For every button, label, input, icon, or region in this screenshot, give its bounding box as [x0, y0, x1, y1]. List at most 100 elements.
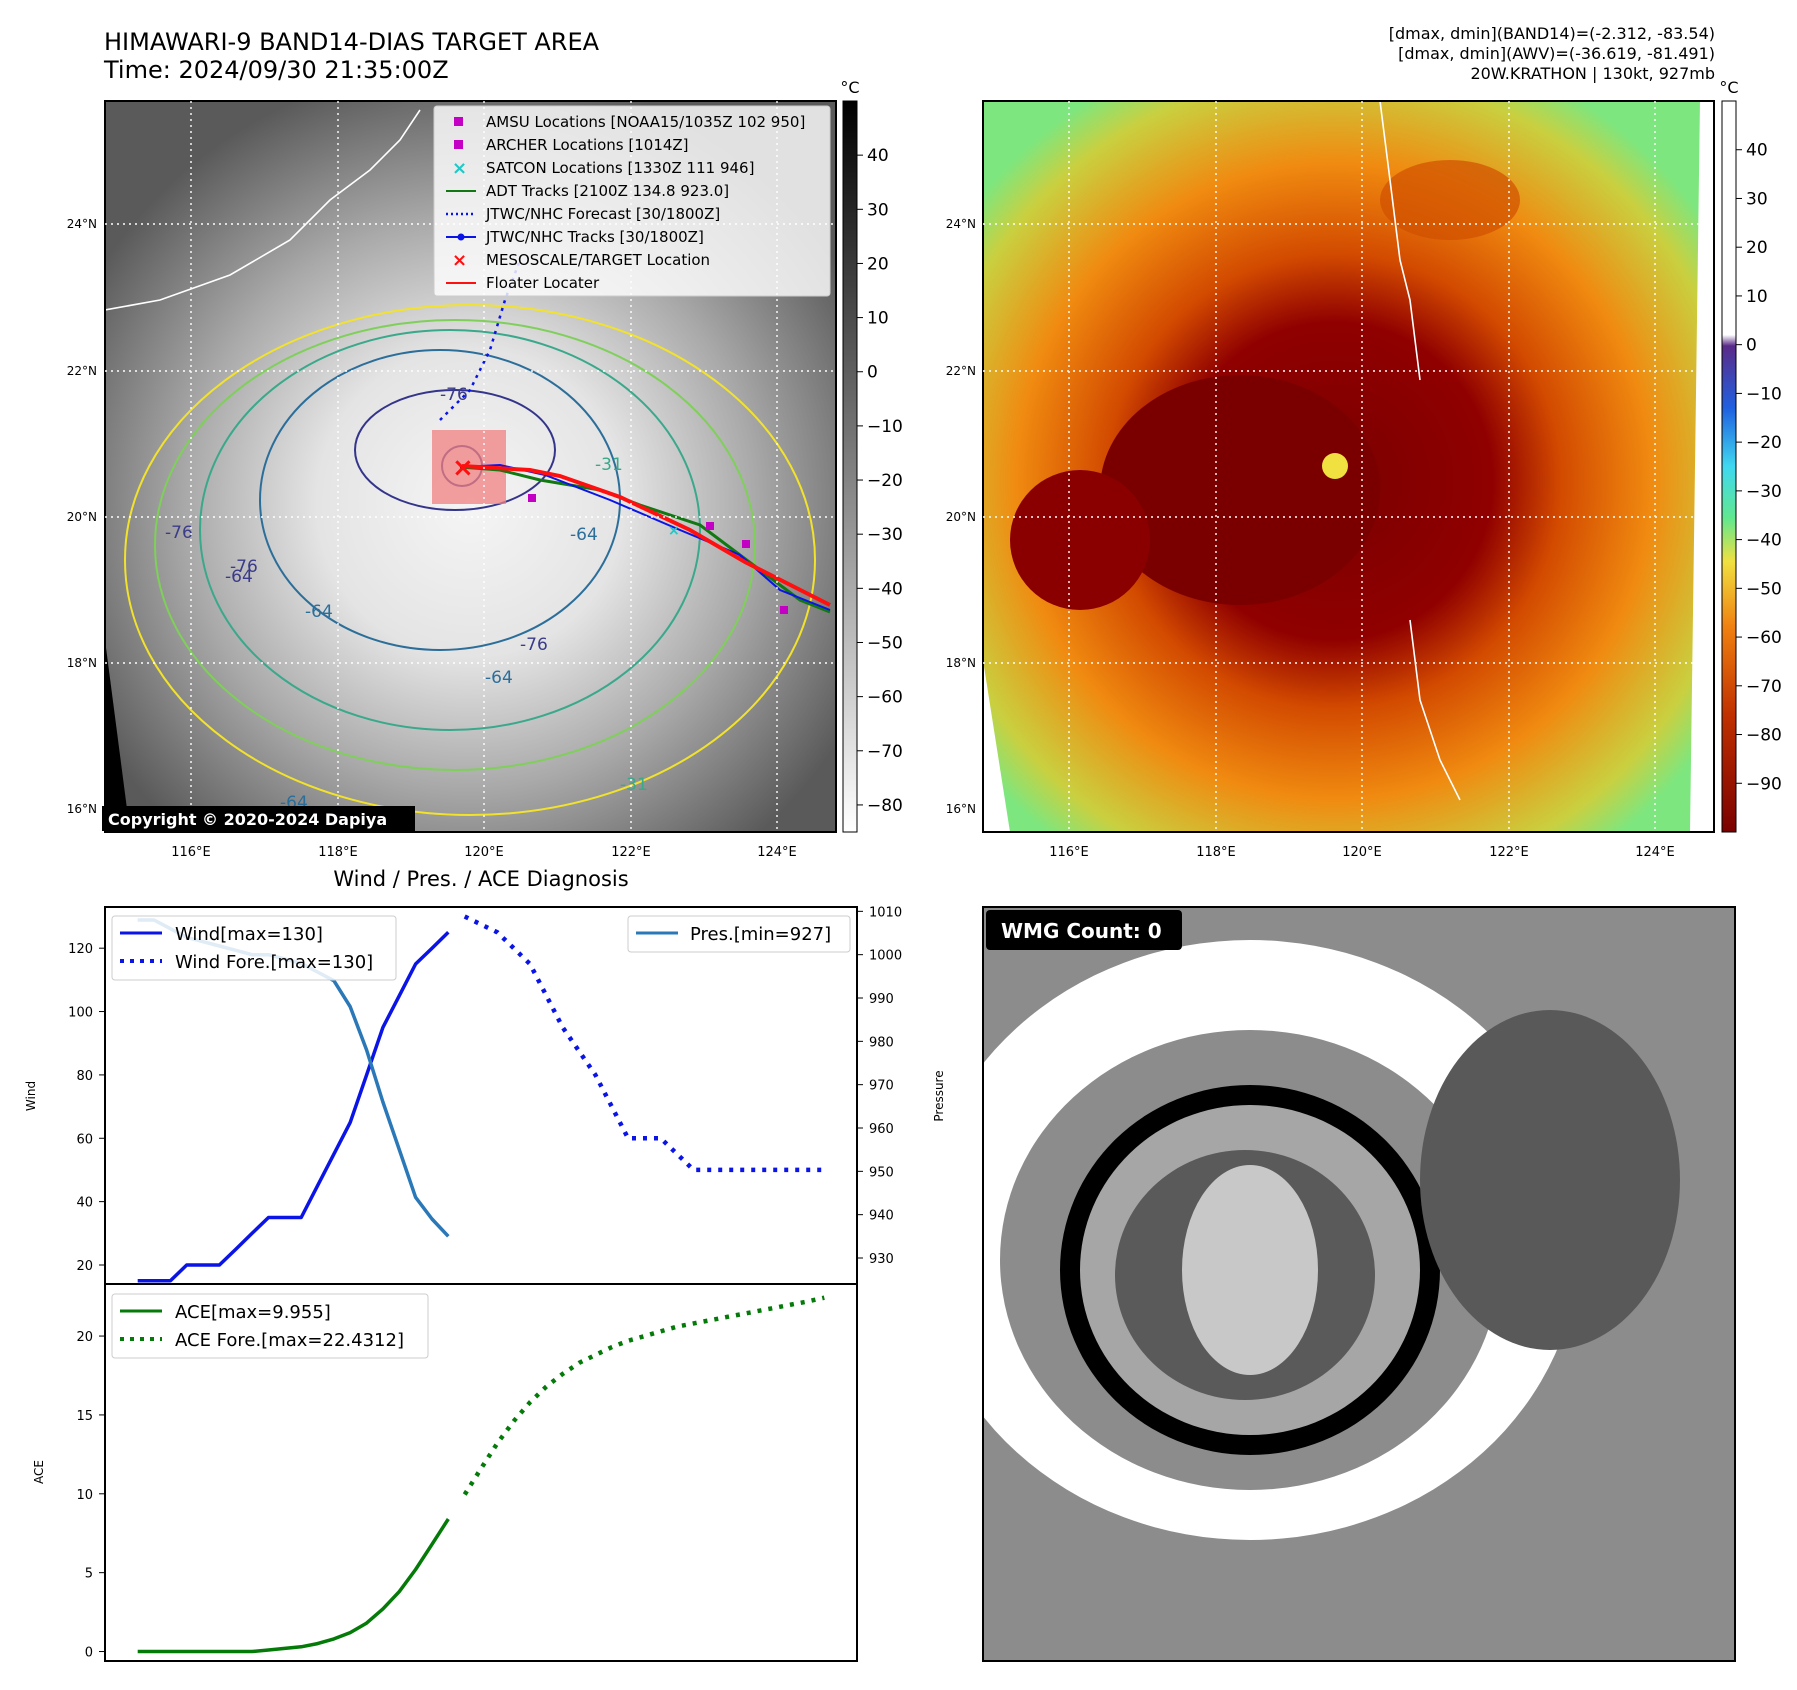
copyright-box — [102, 806, 415, 831]
legend-item: AMSU Locations [NOAA15/1035Z 102 950] — [454, 113, 805, 131]
coastline-taiwan — [1379, 101, 1421, 381]
pressure-legend: Pres.[min=927] — [627, 915, 851, 953]
legend-item: ADT Tracks [2100Z 134.8 923.0] — [446, 182, 729, 200]
pressure-axis-label: Pressure — [932, 1070, 946, 1121]
awv-map-frame — [982, 100, 1715, 833]
pressure-tick-label: 960 — [869, 1122, 894, 1137]
awv-map-lat-labels: 24°N 22°N 20°N 18°N 16°N — [946, 217, 976, 816]
legend-items: AMSU Locations [NOAA15/1035Z 102 950] ARC… — [446, 113, 805, 292]
pressure-tick-label: 990 — [869, 992, 894, 1007]
legend-label: ADT Tracks [2100Z 134.8 923.0] — [486, 182, 729, 200]
wind-tick-label: 120 — [68, 942, 93, 957]
wmg-panel: WMG Count: 0 — [920, 906, 1736, 1662]
legend-item: JTWC/NHC Forecast [30/1800Z] — [446, 205, 720, 223]
colorbar-tick-label: 30 — [867, 200, 889, 220]
legend-item: × SATCON Locations [1330Z 111 946] — [452, 158, 754, 179]
legend-swatch: × — [452, 250, 467, 271]
colorbar-tick-label: 20 — [867, 254, 889, 274]
contour-label: -64 — [485, 668, 513, 688]
colorbar-tick-label: −60 — [1746, 628, 1782, 648]
pressure-legend-label: Pres.[min=927] — [690, 924, 831, 945]
legend-label: MESOSCALE/TARGET Location — [486, 251, 710, 269]
awv-eye — [1322, 453, 1348, 479]
colorbar-right-ticks: 40 30 20 10 0 −10 −20 −30 −40 −50 −60 −70 −80 −90 — [1736, 141, 1782, 794]
lat-tick-label: 22°N — [946, 364, 976, 378]
wind-forecast-legend-label: Wind Fore.[max=130] — [175, 952, 373, 973]
colorbar-tick-label: −10 — [1746, 384, 1782, 404]
colorbar-tick-label: 0 — [1746, 336, 1757, 356]
legend-box — [433, 105, 831, 297]
main-title: HIMAWARI-9 BAND14-DIAS TARGET AREA — [104, 28, 600, 56]
lat-tick-label: 16°N — [946, 802, 976, 816]
colorbar-tick-label: 30 — [1746, 189, 1768, 209]
colorbar-tick-label: −70 — [867, 742, 903, 762]
lat-tick-label: 20°N — [67, 510, 97, 524]
lat-tick-label: 20°N — [946, 510, 976, 524]
colorbar-tick-label: 40 — [1746, 141, 1768, 161]
colorbar-tick-label: 40 — [867, 146, 889, 166]
wind-tick-label: 80 — [76, 1069, 93, 1084]
colorbar-left-bar — [842, 100, 858, 833]
wind-legend-label: Wind[max=130] — [175, 924, 323, 945]
pressure-tick-label: 930 — [869, 1252, 894, 1267]
ir-map-lat-labels: 24°N 22°N 20°N 18°N 16°N — [67, 217, 97, 816]
pressure-tick-label: 950 — [869, 1165, 894, 1180]
legend-label: SATCON Locations [1330Z 111 946] — [486, 159, 754, 177]
colorbar-tick-label: −40 — [1746, 531, 1782, 551]
ace-line — [137, 1518, 450, 1654]
pressure-legend-box — [627, 915, 851, 953]
legend-item: JTWC/NHC Tracks [30/1800Z] — [446, 228, 704, 246]
colorbar-tick-label: −20 — [1746, 433, 1782, 453]
colorbar-tick-label: −30 — [1746, 482, 1782, 502]
wmg-east-region — [1420, 1010, 1680, 1350]
colorbar-left-unit: °C — [840, 78, 859, 97]
contour-label: -76 — [520, 635, 548, 655]
lat-tick-label: 24°N — [946, 217, 976, 231]
awv-map-panel — [983, 101, 1714, 832]
colorbar-right-unit: °C — [1719, 78, 1738, 97]
ace-tick-label: 5 — [85, 1567, 93, 1582]
contour-label: -31 — [595, 455, 623, 475]
legend-label: AMSU Locations [NOAA15/1035Z 102 950] — [486, 113, 805, 131]
wind-axis-label: Wind — [24, 1081, 38, 1111]
colorbar-tick-label: −20 — [867, 471, 903, 491]
legend-label: ARCHER Locations [1014Z] — [486, 136, 689, 154]
pressure-tick-label: 1000 — [869, 949, 902, 964]
diagnosis-title: Wind / Pres. / ACE Diagnosis — [333, 867, 628, 891]
pressure-tick-label: 940 — [869, 1209, 894, 1224]
pressure-ticks: 930 940 950 960 970 980 990 1000 1010 — [857, 905, 902, 1267]
colorbar-tick-label: −80 — [867, 796, 903, 816]
info-line-band14: [dmax, dmin](BAND14)=(-2.312, -83.54) — [1388, 24, 1715, 43]
legend-label: Floater Locater — [486, 274, 600, 292]
wind-tick-label: 100 — [68, 1006, 93, 1021]
awv-map-lon-labels: 116°E 118°E 120°E 122°E 124°E — [1049, 845, 1675, 860]
contour-navy — [354, 389, 556, 511]
contour-label: -64 — [570, 525, 598, 545]
map-legend: AMSU Locations [NOAA15/1035Z 102 950] ARC… — [433, 105, 831, 297]
wmg-label: WMG Count: 0 — [1001, 919, 1162, 943]
satcon-marker: × — [668, 523, 680, 539]
colorbar-tick-label: −80 — [1746, 726, 1782, 746]
colorbar-tick-label: −70 — [1746, 677, 1782, 697]
awv-dry-west — [1010, 470, 1150, 610]
pressure-tick-label: 980 — [869, 1035, 894, 1050]
info-line-awv: [dmax, dmin](AWV)=(-36.619, -81.491) — [1398, 44, 1715, 63]
contour-label: -64 — [225, 567, 253, 587]
ace-tick-label: 0 — [85, 1646, 93, 1661]
archer-marker — [742, 540, 750, 548]
colorbar-tick-label: −60 — [867, 688, 903, 708]
floater-track — [461, 464, 831, 607]
ace-panel: ACE 0 5 10 15 20 ACE[max=9.955] ACE Fore.[ma… — [32, 1283, 858, 1662]
ace-tick-label: 15 — [76, 1409, 93, 1424]
wind-tick-label: 20 — [76, 1259, 93, 1274]
lon-tick-label: 116°E — [1049, 845, 1089, 860]
wind-legend-box — [111, 915, 397, 981]
lon-tick-label: 118°E — [1196, 845, 1236, 860]
colorbar-right: °C 40 30 20 10 0 −10 −20 −30 −40 −50 −60 −70 −80 −90 — [1719, 78, 1782, 833]
wind-line — [137, 931, 450, 1283]
archer-marker — [780, 606, 788, 614]
legend-label: JTWC/NHC Tracks [30/1800Z] — [485, 228, 704, 246]
colorbar-tick-label: −50 — [867, 633, 903, 653]
colorbar-tick-label: 20 — [1746, 238, 1768, 258]
coastline-luzon — [1409, 619, 1461, 801]
